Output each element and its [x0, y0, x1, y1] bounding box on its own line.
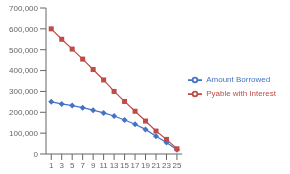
html-text:Pyable with Interest: Pyable with Interest: [206, 89, 276, 99]
svg-text:15: 15: [120, 161, 129, 170]
svg-text:400,000: 400,000: [9, 66, 38, 75]
svg-text:1: 1: [49, 161, 54, 170]
svg-text:19: 19: [141, 161, 150, 170]
svg-text:100,000: 100,000: [9, 129, 38, 138]
svg-text:500,000: 500,000: [9, 46, 38, 55]
svg-text:21: 21: [152, 161, 161, 170]
svg-text:11: 11: [99, 161, 108, 170]
svg-text:17: 17: [131, 161, 140, 170]
svg-text:13: 13: [110, 161, 119, 170]
svg-text:3: 3: [59, 161, 64, 170]
svg-text:300,000: 300,000: [9, 87, 38, 96]
svg-text:600,000: 600,000: [9, 25, 38, 34]
html-text:Amount Borrowed: Amount Borrowed: [206, 75, 271, 85]
svg-text:5: 5: [70, 161, 75, 170]
svg-text:0: 0: [34, 150, 39, 159]
svg-text:7: 7: [80, 161, 85, 170]
svg-text:23: 23: [162, 161, 171, 170]
svg-text:700,000: 700,000: [9, 4, 38, 13]
svg-text:25: 25: [172, 161, 181, 170]
svg-text:9: 9: [91, 161, 96, 170]
svg-text:200,000: 200,000: [9, 108, 38, 117]
